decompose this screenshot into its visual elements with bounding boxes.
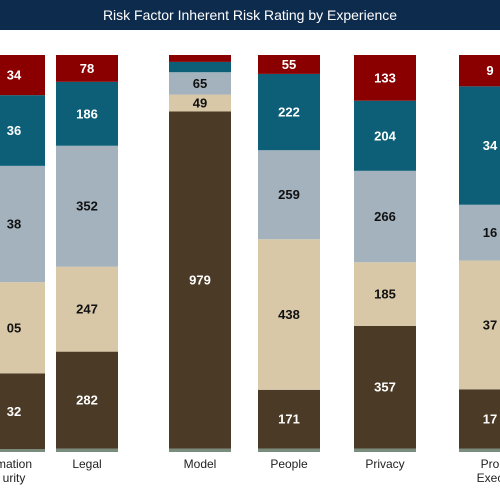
category-label: Pro <box>481 457 500 471</box>
bar-segment <box>0 165 45 283</box>
bar-segment <box>459 260 500 390</box>
data-labels-layer: 32 05 38 36 34 282 247 352 186 78 979 49 65 171 438 259… <box>7 57 498 427</box>
bar-segment <box>169 94 231 112</box>
data-label: 65 <box>193 76 207 91</box>
category-label: urity <box>3 471 26 485</box>
data-label: 34 <box>483 138 498 153</box>
bar-segment <box>459 55 500 87</box>
bar-segment <box>354 170 416 263</box>
bar-segment <box>0 55 45 96</box>
bar-segment <box>258 239 320 390</box>
category-label: Exec <box>477 471 500 485</box>
data-label: 16 <box>483 225 497 240</box>
bar-segment <box>258 448 320 452</box>
bar-segment <box>459 389 500 449</box>
bar-segment <box>459 204 500 261</box>
data-label: 352 <box>76 199 98 214</box>
data-label: 259 <box>278 187 300 202</box>
bar-segment <box>354 262 416 326</box>
chart-title: Risk Factor Inherent Risk Rating by Expe… <box>103 7 397 23</box>
data-label: 247 <box>76 302 98 317</box>
bar-segment <box>169 72 231 95</box>
bar-segment <box>0 282 45 374</box>
bar-segment <box>0 95 45 166</box>
title-bar <box>0 0 500 30</box>
data-label: 34 <box>7 68 22 83</box>
bar-segment <box>459 86 500 205</box>
bar-segment <box>56 145 118 267</box>
data-label: 222 <box>278 105 300 120</box>
bar-segment <box>354 55 416 101</box>
category-label: People <box>270 457 308 471</box>
bar-segment <box>459 448 500 452</box>
category-label: mation <box>0 457 32 471</box>
bar-segment <box>354 448 416 452</box>
bar-segment <box>0 373 45 450</box>
data-label: 78 <box>80 61 94 76</box>
bars-layer <box>0 55 500 452</box>
bar-segment <box>56 448 118 452</box>
data-label: 185 <box>374 287 396 302</box>
data-label: 133 <box>374 70 396 85</box>
data-label: 357 <box>374 380 396 395</box>
bar-segment <box>169 448 231 452</box>
category-label: Legal <box>72 457 101 471</box>
data-label: 9 <box>486 63 493 78</box>
data-label: 171 <box>278 412 300 427</box>
data-label: 32 <box>7 404 21 419</box>
data-label: 266 <box>374 209 396 224</box>
bar-segment <box>258 389 320 449</box>
bar-segment <box>0 449 45 452</box>
bar-segment <box>258 55 320 74</box>
bar-segment <box>354 100 416 171</box>
data-label: 282 <box>76 393 98 408</box>
data-label: 55 <box>282 57 296 72</box>
bar-segment <box>258 73 320 151</box>
data-label: 17 <box>483 411 497 426</box>
data-label: 05 <box>7 320 21 335</box>
bar-segment <box>169 55 231 62</box>
data-label: 438 <box>278 307 300 322</box>
data-label: 37 <box>483 317 497 332</box>
data-label: 979 <box>189 273 211 288</box>
data-label: 49 <box>193 96 207 111</box>
data-label: 186 <box>76 106 98 121</box>
bar-segment <box>56 351 118 449</box>
bar-segment <box>169 61 231 73</box>
bar-segment <box>56 266 118 352</box>
data-label: 36 <box>7 123 21 138</box>
bar-segment <box>258 150 320 240</box>
category-label: Privacy <box>365 457 404 471</box>
data-label: 38 <box>7 216 21 231</box>
data-label: 204 <box>374 128 396 143</box>
bar-segment <box>354 325 416 449</box>
bar-segment <box>56 55 118 82</box>
bar-segment <box>169 111 231 449</box>
category-label: Model <box>184 457 217 471</box>
bar-segment <box>56 81 118 146</box>
